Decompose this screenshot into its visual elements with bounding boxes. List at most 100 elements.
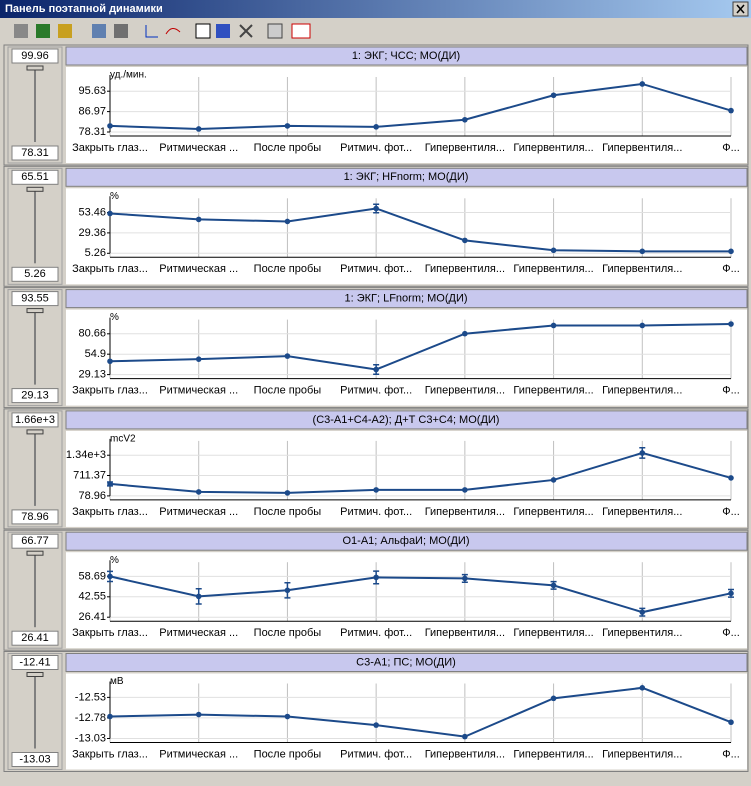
x-tick-label: Ритмич. фот... [340, 142, 412, 154]
x-tick-label: Закрыть глаз... [72, 748, 148, 760]
x-tick-label: После пробы [254, 506, 322, 518]
y-tick-label: 1.34e+3 [66, 449, 106, 461]
print-button[interactable] [14, 24, 28, 38]
chart-area [66, 67, 747, 163]
slider-max: 66.77 [21, 535, 49, 547]
data-point [728, 475, 734, 481]
chart-header [65, 653, 748, 672]
slider-min-box [11, 388, 59, 404]
data-point [195, 489, 202, 495]
table-button[interactable] [195, 23, 211, 39]
x-tick-label: Гипервентиля... [513, 506, 593, 518]
slider-max: 65.51 [21, 171, 49, 183]
data-point [373, 124, 379, 130]
slider-thumb[interactable] [26, 429, 44, 435]
x-tick-label: Закрыть глаз... [72, 142, 148, 154]
data-point [107, 358, 113, 365]
copy-button[interactable] [92, 24, 106, 38]
slider-min-box [11, 630, 59, 646]
data-point [107, 123, 113, 129]
y-tick-label: 26.41 [78, 611, 106, 623]
data-point [373, 205, 379, 212]
data-point [284, 353, 291, 359]
data-point [107, 573, 113, 580]
slider-min: 78.31 [21, 147, 49, 159]
data-point [284, 123, 291, 129]
data-line [109, 451, 732, 494]
x-tick-label: Ритмич. фот... [340, 263, 412, 275]
data-point [195, 126, 202, 132]
x-tick-label: Ритмическая ... [159, 385, 238, 397]
x-tick-label: Ритмич. фот... [340, 506, 412, 518]
y-tick-label: 5.26 [85, 247, 106, 259]
data-point [728, 107, 734, 114]
slider-max: 93.55 [21, 293, 49, 305]
slider-thumb[interactable] [26, 186, 44, 192]
data-point [107, 713, 113, 720]
y-tick-label: 80.66 [78, 328, 106, 340]
data-point [373, 487, 379, 493]
data-point [284, 587, 291, 594]
x-tick-label: Ф... [722, 142, 740, 154]
x-tick-label: Гипервентиля... [602, 627, 682, 639]
data-point [550, 582, 557, 589]
chart-title: C3-A1; ПС; МО(ДИ) [356, 656, 456, 668]
slider-thumb[interactable] [26, 550, 44, 556]
panel-frame [3, 287, 749, 409]
slider-max-box [11, 533, 59, 549]
slider-min: 5.26 [24, 268, 45, 280]
tool-button[interactable] [58, 24, 72, 38]
x-tick-label: Ритмич. фот... [340, 385, 412, 397]
y-unit-label: % [110, 191, 119, 202]
settings-button[interactable] [239, 24, 253, 38]
slider-thumb[interactable] [26, 672, 44, 677]
data-line [109, 207, 731, 253]
x-tick-label: Гипервентиля... [513, 385, 593, 397]
curve-button[interactable] [165, 28, 181, 35]
data-point [462, 575, 468, 582]
chart-button[interactable] [216, 24, 230, 38]
window-title: Панель поэтапной динамики [5, 3, 163, 15]
slider-thumb[interactable] [26, 65, 44, 71]
chart-header [65, 167, 748, 187]
export-button[interactable] [114, 24, 128, 38]
y-tick-label: 78.31 [78, 126, 106, 138]
grid-button[interactable] [267, 23, 283, 39]
x-tick-label: Гипервентиля... [425, 263, 505, 275]
chart-header [65, 46, 748, 66]
data-point [107, 481, 113, 487]
chart-area [66, 188, 747, 285]
slider-max: 99.96 [21, 50, 49, 62]
slider-min-box [11, 266, 59, 282]
slider-min: 78.96 [21, 511, 49, 523]
data-point [550, 92, 557, 99]
x-tick-label: Гипервентиля... [602, 506, 682, 518]
panel-frame [3, 165, 749, 287]
auto-button[interactable] [291, 23, 311, 39]
slider-min-box [11, 752, 59, 767]
data-point [550, 695, 557, 702]
x-tick-label: Ритмическая ... [159, 142, 238, 154]
save-button[interactable] [36, 24, 50, 38]
panel-frame [3, 651, 749, 772]
chart-header [65, 410, 748, 430]
slider-min: 26.41 [21, 632, 49, 644]
x-tick-label: Ф... [722, 748, 740, 760]
data-point [195, 711, 202, 718]
data-point [550, 322, 557, 329]
data-line [109, 575, 732, 614]
axes-button[interactable] [145, 25, 158, 38]
x-tick-label: Ритмическая ... [159, 506, 238, 518]
slider-max: -12.41 [19, 656, 50, 668]
slider-thumb[interactable] [26, 308, 44, 314]
data-point [639, 685, 646, 691]
close-icon [736, 4, 745, 14]
y-tick-label: 86.97 [78, 106, 106, 118]
data-point [728, 321, 734, 327]
data-point [373, 574, 379, 581]
data-point [639, 450, 646, 456]
x-tick-label: Ф... [722, 506, 740, 518]
x-tick-label: Ритмич. фот... [340, 627, 412, 639]
data-point [639, 322, 646, 329]
